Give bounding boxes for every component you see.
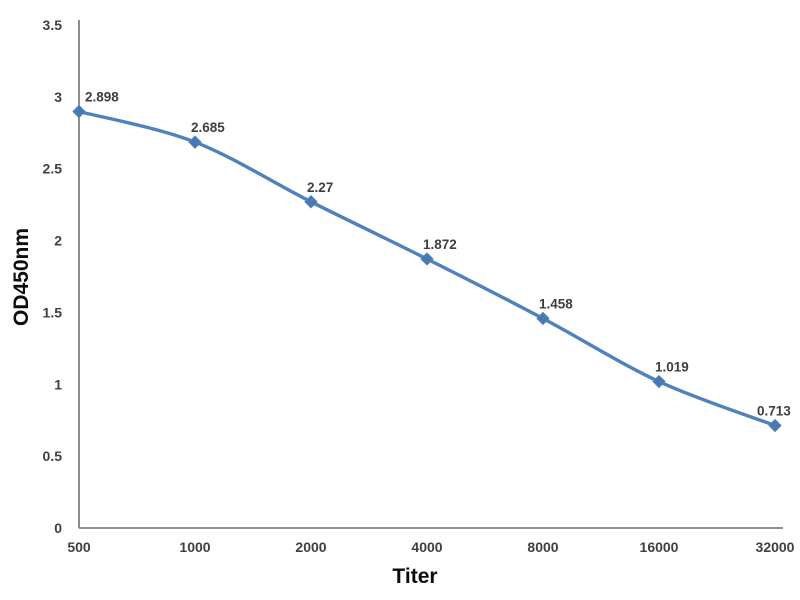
- x-axis-title: Titer: [392, 565, 437, 588]
- y-tick-label: 3.5: [43, 17, 63, 33]
- data-series: [72, 104, 782, 433]
- data-point-marker: [72, 104, 86, 119]
- data-point-marker: [536, 311, 550, 326]
- x-tick-label: 32000: [756, 539, 795, 555]
- y-tick-label: 1.5: [43, 304, 63, 320]
- data-point-marker: [188, 135, 202, 149]
- data-point-marker: [652, 374, 666, 389]
- x-tick-label: 16000: [640, 539, 679, 555]
- data-point-label: 1.019: [655, 360, 689, 375]
- series-line: [77, 109, 777, 428]
- data-point-label: 2.27: [307, 180, 333, 195]
- data-point-label: 2.898: [85, 90, 119, 105]
- data-point-marker: [420, 252, 434, 266]
- y-tick-label: 2: [54, 233, 62, 249]
- y-tick-label: 0: [54, 520, 62, 536]
- data-point-labels: 2.898 2.685 2.27 1.872 1.458 1.019 0.713: [85, 90, 791, 419]
- x-tick-label: 4000: [411, 539, 442, 555]
- x-tick-label: 500: [67, 539, 91, 555]
- y-tick-label: 3: [54, 89, 62, 105]
- y-axis-title: OD450nm: [10, 228, 33, 326]
- y-tick-label: 0.5: [43, 448, 63, 464]
- x-tick-label: 1000: [179, 539, 210, 555]
- data-point-marker: [768, 418, 782, 433]
- y-axis-tick-labels: 0 0.5 1 1.5 2 2.5 3 3.5: [43, 17, 63, 536]
- x-tick-label: 2000: [295, 539, 326, 555]
- data-point-label: 1.458: [539, 296, 573, 311]
- data-point-marker: [304, 195, 318, 209]
- y-tick-label: 1: [54, 376, 62, 392]
- data-point-label: 0.713: [757, 404, 791, 419]
- x-tick-label: 8000: [527, 539, 558, 555]
- x-axis-tick-labels: 500 1000 2000 4000 8000 16000 32000: [67, 539, 794, 555]
- y-tick-label: 2.5: [43, 161, 63, 177]
- data-point-label: 1.872: [423, 237, 457, 252]
- data-point-label: 2.685: [191, 120, 225, 135]
